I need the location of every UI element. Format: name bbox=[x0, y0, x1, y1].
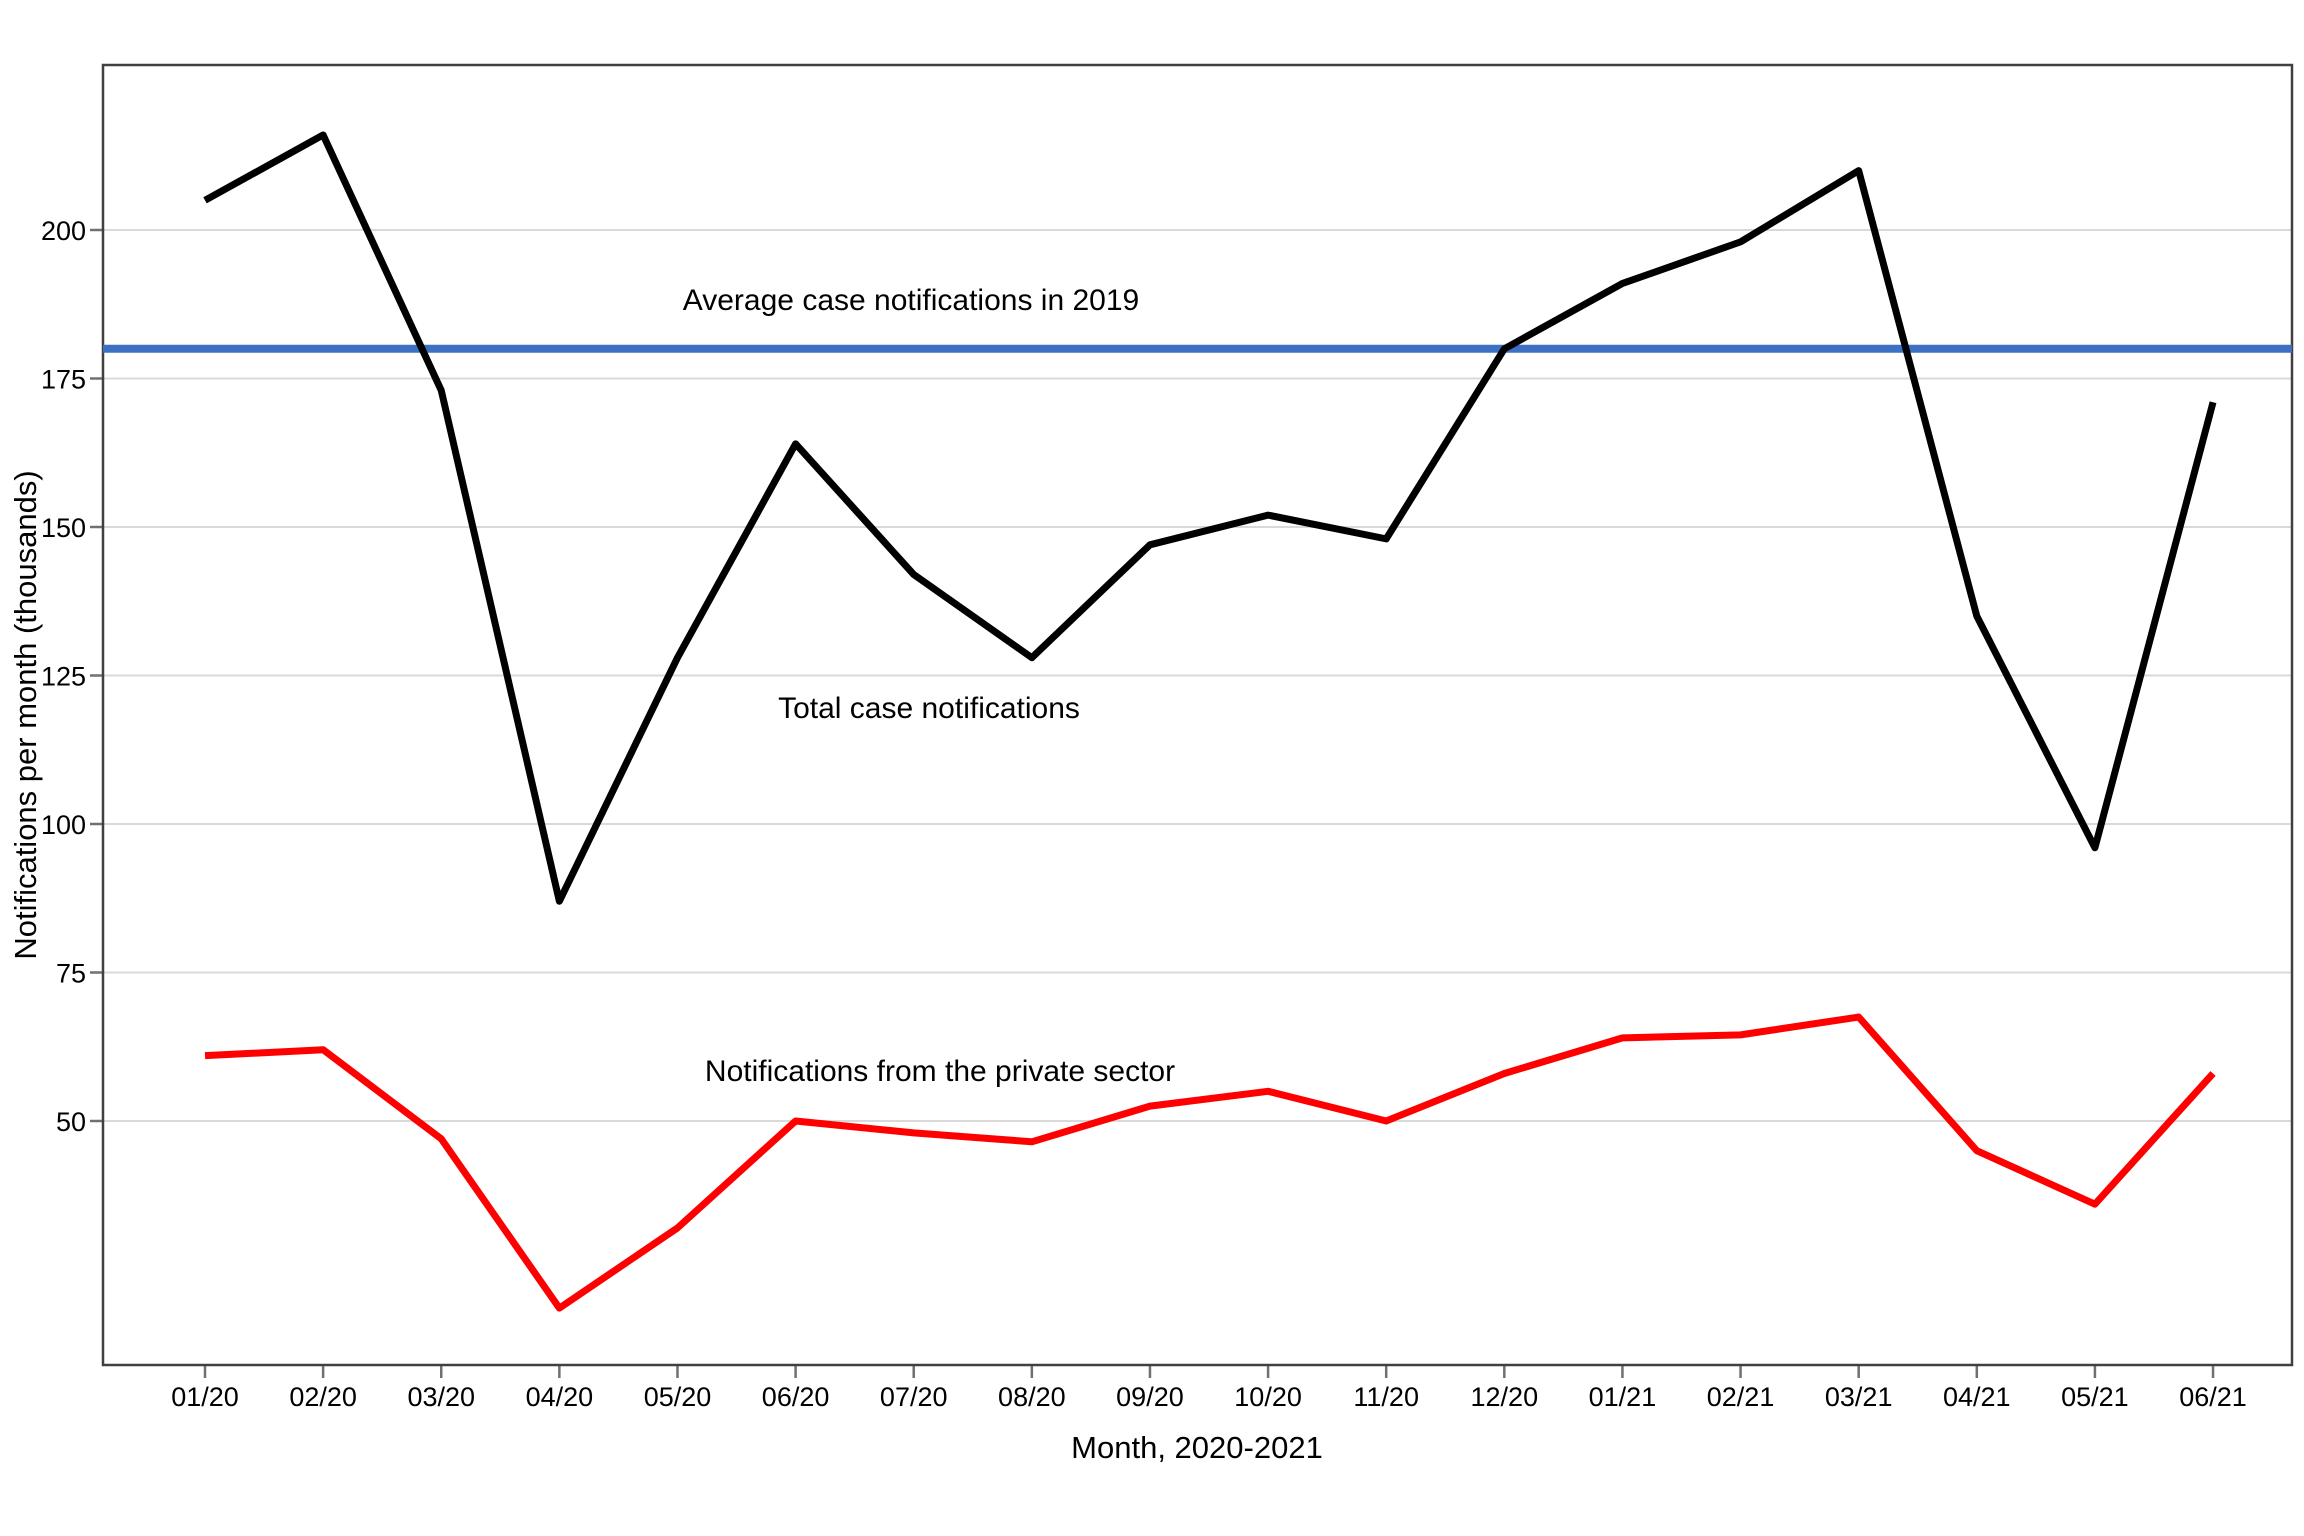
x-tick-label: 02/21 bbox=[1707, 1382, 1775, 1412]
x-tick-label: 06/21 bbox=[2179, 1382, 2247, 1412]
y-tick-label: 50 bbox=[56, 1107, 86, 1137]
x-tick-label: 07/20 bbox=[880, 1382, 948, 1412]
y-tick-label: 100 bbox=[41, 810, 86, 840]
tick-labels: 50 75 100 125 150 175 200 01/20 02/20 03/20 04/20 0… bbox=[41, 216, 2247, 1412]
x-tick-label: 03/21 bbox=[1825, 1382, 1893, 1412]
x-tick-label: 04/21 bbox=[1943, 1382, 2011, 1412]
private-sector-line bbox=[204, 1013, 2216, 1312]
x-tick-label: 02/20 bbox=[289, 1382, 357, 1412]
x-tick-label: 03/20 bbox=[407, 1382, 475, 1412]
x-tick-label: 12/20 bbox=[1471, 1382, 1539, 1412]
x-tick-label: 11/20 bbox=[1353, 1382, 1419, 1412]
x-axis-title: Month, 2020-2021 bbox=[1071, 1430, 1323, 1465]
total-notifications-label: Total case notifications bbox=[778, 692, 1080, 725]
axis-ticks bbox=[90, 228, 2215, 1378]
gridlines bbox=[103, 229, 2292, 1122]
data-series bbox=[203, 131, 2217, 1312]
x-tick-label: 08/20 bbox=[998, 1382, 1066, 1412]
private-sector-label: Notifications from the private sector bbox=[705, 1055, 1175, 1088]
x-tick-label: 05/21 bbox=[2061, 1382, 2129, 1412]
panel-border bbox=[101, 63, 2294, 1367]
x-tick-label: 01/21 bbox=[1589, 1382, 1657, 1412]
y-tick-label: 75 bbox=[56, 959, 86, 989]
x-tick-label: 06/20 bbox=[762, 1382, 830, 1412]
x-tick-label: 10/20 bbox=[1234, 1382, 1302, 1412]
x-tick-label: 01/20 bbox=[171, 1382, 239, 1412]
panel-border-box bbox=[101, 63, 2294, 1367]
x-tick-label: 05/20 bbox=[644, 1382, 712, 1412]
total-notifications-line bbox=[203, 131, 2217, 905]
y-tick-label: 150 bbox=[41, 513, 86, 543]
y-tick-label: 125 bbox=[41, 662, 86, 692]
x-tick-label: 04/20 bbox=[526, 1382, 594, 1412]
y-axis-title: Notifications per month (thousands) bbox=[8, 470, 43, 959]
reference-line-label: Average case notifications in 2019 bbox=[683, 284, 1139, 317]
y-tick-label: 175 bbox=[41, 365, 86, 395]
x-tick-label: 09/20 bbox=[1116, 1382, 1184, 1412]
y-tick-label: 200 bbox=[41, 216, 86, 246]
